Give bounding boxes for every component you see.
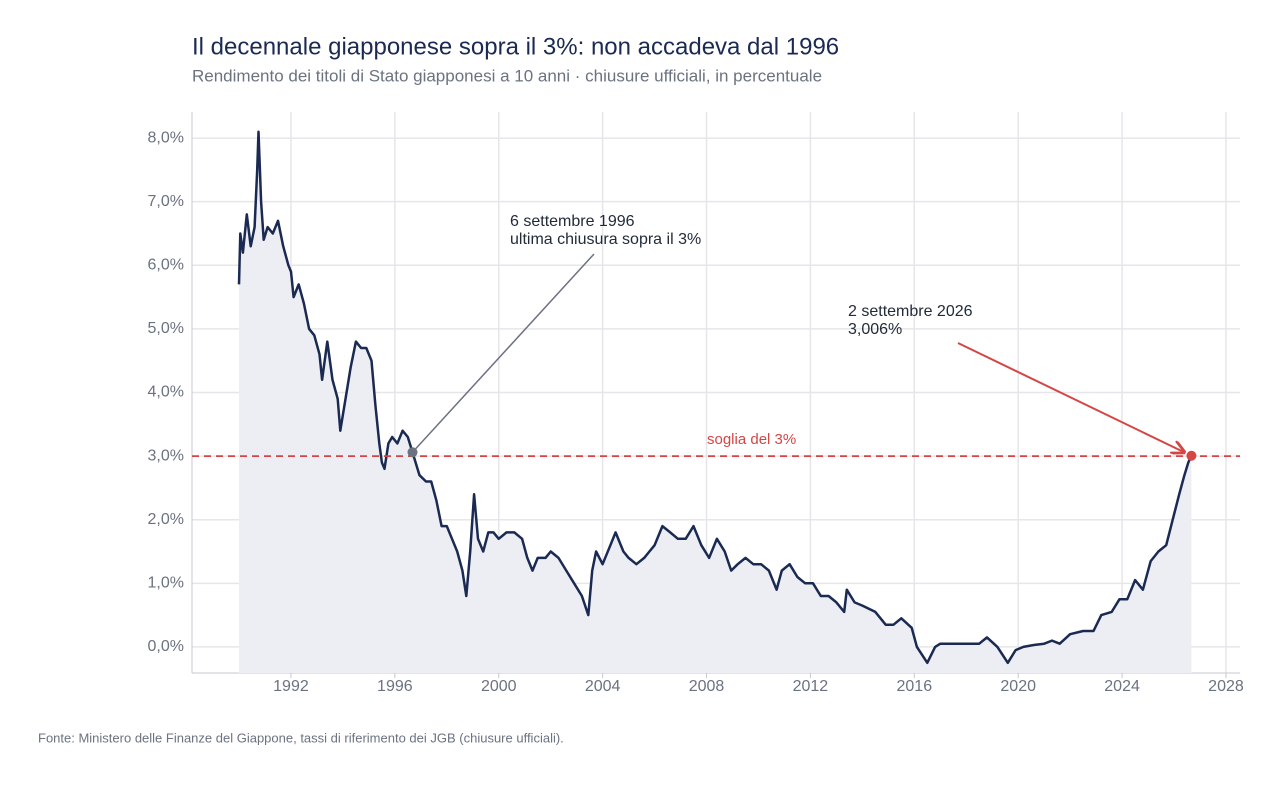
annotation-connector (957, 342, 1184, 452)
y-tick-label: 7,0% (148, 193, 184, 210)
x-tick-label: 2012 (793, 678, 829, 695)
x-tick-label: 2016 (897, 678, 933, 695)
y-tick-label: 1,0% (148, 575, 184, 592)
y-tick-label: 0,0% (148, 638, 184, 655)
y-tick-label: 5,0% (148, 320, 184, 337)
chart-title: Il decennale giapponese sopra il 3%: non… (192, 33, 839, 60)
x-tick-label: 2008 (689, 678, 725, 695)
y-tick-label: 4,0% (148, 384, 184, 401)
annotation-text: ultima chiusura sopra il 3% (510, 231, 701, 248)
x-tick-label: 2028 (1208, 678, 1244, 695)
x-tick-label: 1996 (377, 678, 413, 695)
x-tick-label: 2024 (1104, 678, 1140, 695)
annotation-text: 6 settembre 1996 (510, 213, 635, 230)
x-tick-label: 1992 (273, 678, 309, 695)
source-note: Fonte: Ministero delle Finanze del Giapp… (38, 730, 564, 745)
x-tick-label: 2004 (585, 678, 621, 695)
x-tick-label: 2020 (1000, 678, 1036, 695)
annotation-text: 2 settembre 2026 (848, 303, 973, 320)
x-tick-label: 2000 (481, 678, 517, 695)
annotation-text: 3,006% (848, 321, 902, 338)
chart-subtitle: Rendimento dei titoli di Stato giappones… (192, 66, 822, 85)
y-tick-label: 3,0% (148, 447, 184, 464)
y-tick-label: 2,0% (148, 511, 184, 528)
y-tick-label: 8,0% (148, 129, 184, 146)
line (237, 130, 1193, 665)
y-tick-label: 6,0% (148, 257, 184, 274)
annotation-point (407, 447, 418, 458)
annotation-connector (411, 253, 595, 453)
area (239, 131, 1192, 673)
annotation-point (1186, 450, 1197, 461)
threshold-label: soglia del 3% (707, 431, 796, 448)
